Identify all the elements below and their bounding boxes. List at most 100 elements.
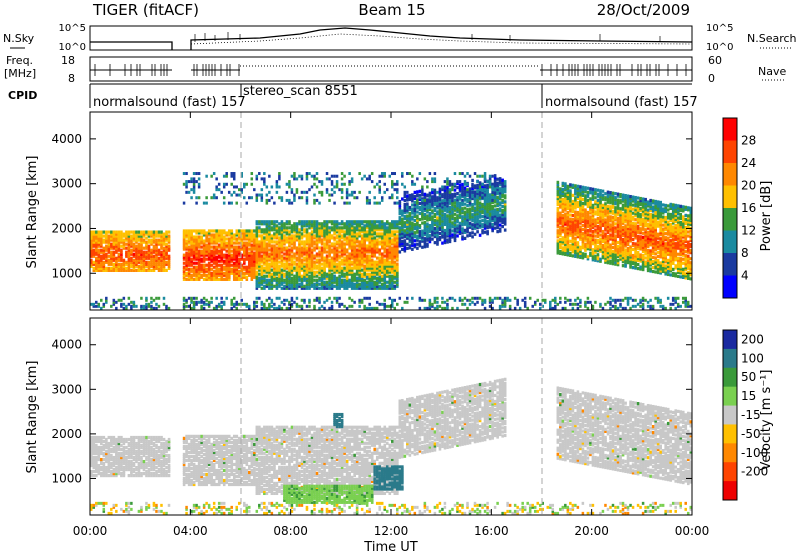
power-cell <box>466 218 469 222</box>
power-cell <box>438 219 442 224</box>
power-cell <box>187 245 191 249</box>
power-cell <box>323 276 326 280</box>
power-cell <box>142 266 146 270</box>
power-cell <box>110 266 113 270</box>
power-cell <box>313 260 316 264</box>
power-cell <box>579 197 582 201</box>
power-cell <box>220 247 224 251</box>
power-cell <box>446 192 449 196</box>
power-cell <box>300 190 304 194</box>
power-cell <box>355 262 359 266</box>
power-cell <box>92 230 96 234</box>
power-cell <box>330 260 334 264</box>
power-cell <box>232 304 236 308</box>
power-cell <box>320 242 324 246</box>
power-cell <box>486 189 489 193</box>
power-cell <box>363 258 367 262</box>
power-cell <box>230 201 233 205</box>
power-cell <box>90 302 93 306</box>
power-cell <box>579 227 582 231</box>
power-cell <box>571 242 575 246</box>
power-cell <box>355 252 359 256</box>
power-cell <box>280 276 284 280</box>
power-cell <box>145 256 148 260</box>
power-cell <box>360 278 364 282</box>
power-cell <box>320 262 324 266</box>
power-cell <box>516 300 519 304</box>
power-cell <box>426 180 429 184</box>
power-cell <box>320 304 324 308</box>
power-cell <box>162 262 166 266</box>
power-cell <box>202 306 206 310</box>
power-cell <box>391 232 394 236</box>
power-cell <box>235 269 239 273</box>
power-cell <box>330 274 334 278</box>
power-cell <box>192 190 196 194</box>
power-cell <box>260 254 264 258</box>
power-cell <box>478 296 482 300</box>
power-cell <box>574 198 577 202</box>
power-cell <box>468 233 472 237</box>
power-cell <box>380 262 384 266</box>
power-cell <box>340 260 344 264</box>
power-cell <box>586 300 590 304</box>
power-cell <box>285 286 289 290</box>
power-cell <box>348 201 351 205</box>
power-cell <box>250 255 254 259</box>
power-cell <box>380 246 384 250</box>
power-cell <box>436 226 439 230</box>
power-cell <box>260 270 264 274</box>
power-cell <box>115 264 118 268</box>
power-cell <box>125 250 128 254</box>
power-cell <box>268 198 271 202</box>
power-cell <box>355 254 359 258</box>
power-cell <box>566 198 570 203</box>
power-cell <box>391 246 394 250</box>
power-cell <box>491 208 494 213</box>
power-cell <box>142 240 146 244</box>
power-cell <box>120 232 123 236</box>
power-cell <box>142 234 146 238</box>
power-cell <box>220 265 224 269</box>
power-cell <box>217 239 221 243</box>
power-cell <box>496 201 499 206</box>
power-cell <box>393 306 397 310</box>
power-cell <box>569 205 572 209</box>
power-cell <box>280 236 284 240</box>
power-cell <box>431 203 434 207</box>
power-cell <box>220 255 224 259</box>
power-cell <box>300 258 304 262</box>
power-cell <box>253 271 256 275</box>
power-cell <box>468 187 472 191</box>
power-cell <box>433 226 437 231</box>
power-cell <box>406 230 409 234</box>
power-cell <box>202 263 206 267</box>
power-cell <box>157 256 161 260</box>
power-cell <box>491 298 494 302</box>
power-cell <box>564 242 567 246</box>
power-cell <box>343 250 346 254</box>
power-cell <box>396 180 399 184</box>
power-cell <box>403 202 407 207</box>
power-cell <box>90 236 93 240</box>
power-cell <box>503 298 507 302</box>
power-cell <box>162 266 166 270</box>
power-cell <box>255 272 259 276</box>
power-cell <box>273 266 276 270</box>
power-cell <box>441 215 444 219</box>
power-cell <box>391 193 394 197</box>
power-cell <box>215 261 219 265</box>
power-cell <box>308 264 311 268</box>
power-cell <box>140 256 143 260</box>
power-cell <box>260 264 264 268</box>
power-cell <box>355 276 359 280</box>
power-cell <box>368 244 372 248</box>
power-cell <box>310 258 314 262</box>
power-cell <box>192 245 196 249</box>
power-cell <box>120 268 123 272</box>
power-cell <box>446 218 449 222</box>
power-cell <box>518 306 522 310</box>
power-cell <box>200 263 203 267</box>
power-cell <box>125 304 128 308</box>
power-cell <box>421 237 424 241</box>
